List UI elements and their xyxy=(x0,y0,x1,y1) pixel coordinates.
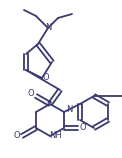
Text: N: N xyxy=(66,106,72,115)
Text: NH: NH xyxy=(50,131,62,140)
Text: O: O xyxy=(14,131,20,140)
Text: O: O xyxy=(43,73,49,82)
Text: O: O xyxy=(80,124,86,133)
Text: N: N xyxy=(45,24,51,33)
Text: O: O xyxy=(28,88,34,97)
